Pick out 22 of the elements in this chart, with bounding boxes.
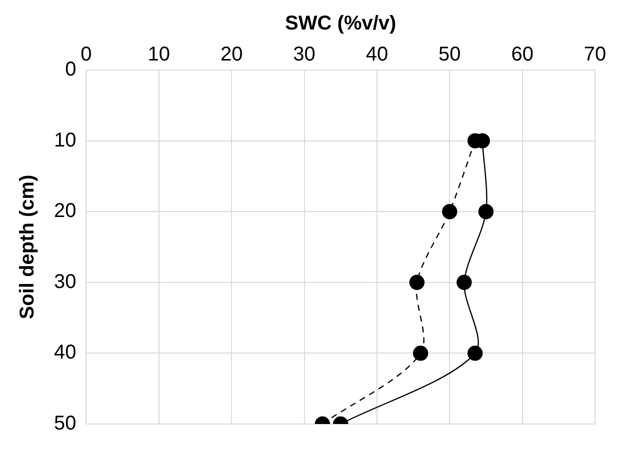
x-tick-label: 40 — [366, 44, 388, 66]
y-tick-label: 20 — [54, 200, 76, 222]
point — [478, 204, 494, 220]
point — [442, 204, 458, 220]
y-tick-label: 50 — [54, 412, 76, 435]
x-tick-label: 20 — [220, 44, 243, 66]
point — [467, 346, 483, 361]
y-tick-label: 10 — [54, 129, 76, 152]
x-tick-label: 30 — [293, 44, 316, 66]
x-tick-label: 60 — [511, 44, 534, 66]
point — [412, 346, 428, 361]
x-tick-label: 50 — [438, 44, 461, 66]
y-tick-label: 40 — [54, 342, 76, 364]
y-axis-title: Soil depth (cm) — [16, 174, 39, 320]
x-tick-label: 10 — [148, 44, 170, 66]
point — [456, 274, 472, 290]
x-axis-title: SWC (%v/v) — [285, 12, 396, 35]
y-tick-label: 30 — [54, 270, 76, 293]
x-tick-label: 70 — [584, 44, 606, 66]
point — [409, 274, 425, 290]
y-tick-label: 0 — [65, 58, 76, 81]
x-tick-label: 0 — [80, 44, 92, 66]
